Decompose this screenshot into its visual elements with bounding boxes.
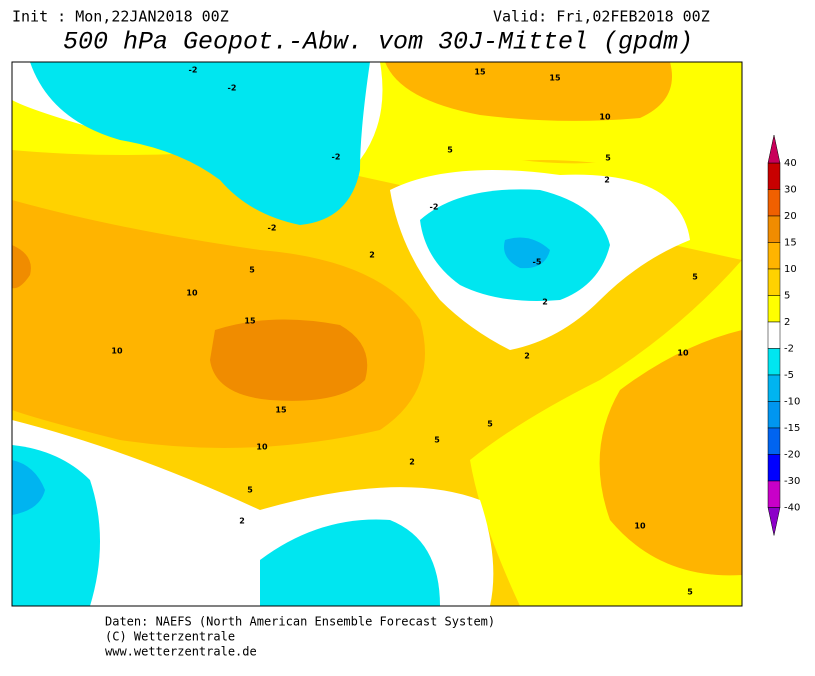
colorbar-swatch	[767, 401, 781, 429]
contour-label: 5	[447, 146, 453, 155]
colorbar-label: -10	[784, 397, 800, 408]
colorbar-label: 40	[784, 158, 797, 169]
contour-label: 5	[249, 266, 255, 275]
colorbar-label: -15	[784, 423, 800, 434]
contour-label: 10	[634, 522, 646, 531]
contour-label: -5	[533, 258, 542, 267]
colorbar: 40 30 20 15 10 5 2 -2 -5 -10 -15 -20 -30 -40	[767, 134, 800, 536]
colorbar-label: -40	[784, 503, 800, 514]
contour-label: 5	[247, 486, 253, 495]
map-title: 500 hPa Geopot.-Abw. vom 30J-Mittel (gpd…	[63, 28, 693, 57]
colorbar-swatch	[767, 162, 781, 190]
colorbar-label: -20	[784, 450, 800, 461]
contour-label: -2	[228, 84, 237, 93]
field-minus-5-10	[12, 460, 45, 515]
contour-label: 10	[111, 347, 123, 356]
colorbar-label: -2	[784, 344, 794, 355]
colorbar-label: -5	[784, 370, 794, 381]
colorbar-bottom-tip	[767, 507, 781, 536]
map: 15 15 10 5 5 2 -2 -2 -2 -2 -2 -5 2 5 10 15 10 15 10 5 2 2 2 5 5 5…	[12, 62, 742, 606]
colorbar-label: 20	[784, 211, 797, 222]
contour-label: 15	[549, 74, 561, 83]
colorbar-top-tip	[767, 134, 781, 164]
colorbar-swatch	[767, 242, 781, 270]
colorbar-swatch	[767, 348, 781, 376]
colorbar-label: -30	[784, 476, 800, 487]
contour-label: 5	[434, 436, 440, 445]
field-15-20	[12, 245, 31, 289]
contour-label: 2	[409, 458, 415, 467]
init-time: Init : Mon,22JAN2018 00Z	[12, 8, 229, 26]
contour-label: 15	[275, 406, 287, 415]
colorbar-swatch	[767, 454, 781, 482]
contour-label: 2	[239, 517, 245, 526]
contour-label: 5	[487, 420, 493, 429]
contour-label: -2	[268, 224, 277, 233]
colorbar-swatch	[767, 268, 781, 296]
contour-label: 5	[605, 154, 611, 163]
field-minus-2-5	[30, 62, 370, 225]
field-10-15	[599, 330, 742, 576]
colorbar-label: 5	[784, 291, 790, 302]
contour-labels: 15 15 10 5 5 2 -2 -2 -2 -2 -2 -5 2 5 10 15 10 15 10 5 2 2 2 5 5 5…	[111, 66, 698, 597]
colorbar-swatch	[767, 427, 781, 455]
colorbar-label: 30	[784, 185, 797, 196]
valid-time: Valid: Fri,02FEB2018 00Z	[493, 8, 710, 26]
colorbar-label: 10	[784, 264, 797, 275]
map-frame	[11, 61, 743, 607]
field-10-15	[385, 62, 672, 121]
contour-label: 5	[687, 588, 693, 597]
footer-line: Daten: NAEFS (North American Ensemble Fo…	[105, 615, 495, 629]
contour-label: 10	[256, 443, 268, 452]
contour-label: 5	[692, 273, 698, 282]
colorbar-swatch	[767, 295, 781, 323]
footer-line: (C) Wetterzentrale	[105, 630, 235, 644]
footer: Daten: NAEFS (North American Ensemble Fo…	[105, 615, 495, 659]
colorbar-label: 15	[784, 238, 797, 249]
contour-label: 15	[244, 317, 256, 326]
footer-line: www.wetterzentrale.de	[105, 645, 257, 659]
contour-label: 2	[542, 298, 548, 307]
colorbar-swatch	[767, 374, 781, 402]
contour-label: 2	[524, 352, 530, 361]
contour-label: 10	[186, 289, 198, 298]
field-minus-5-10	[504, 237, 550, 269]
contour-label: 2	[369, 251, 375, 260]
contour-label: 10	[677, 349, 689, 358]
contour-label: -2	[430, 203, 439, 212]
colorbar-swatch	[767, 215, 781, 243]
colorbar-swatch	[767, 321, 781, 349]
colorbar-label: 2	[784, 317, 790, 328]
contour-label: -2	[189, 66, 198, 75]
contour-label: 15	[474, 68, 486, 77]
contour-label: -2	[332, 153, 341, 162]
colorbar-swatch	[767, 189, 781, 217]
colorbar-swatch	[767, 480, 781, 508]
contour-label: 2	[604, 176, 610, 185]
field-minus-2-5	[260, 519, 440, 606]
contour-label: 10	[599, 113, 611, 122]
field-15-20	[210, 319, 368, 401]
